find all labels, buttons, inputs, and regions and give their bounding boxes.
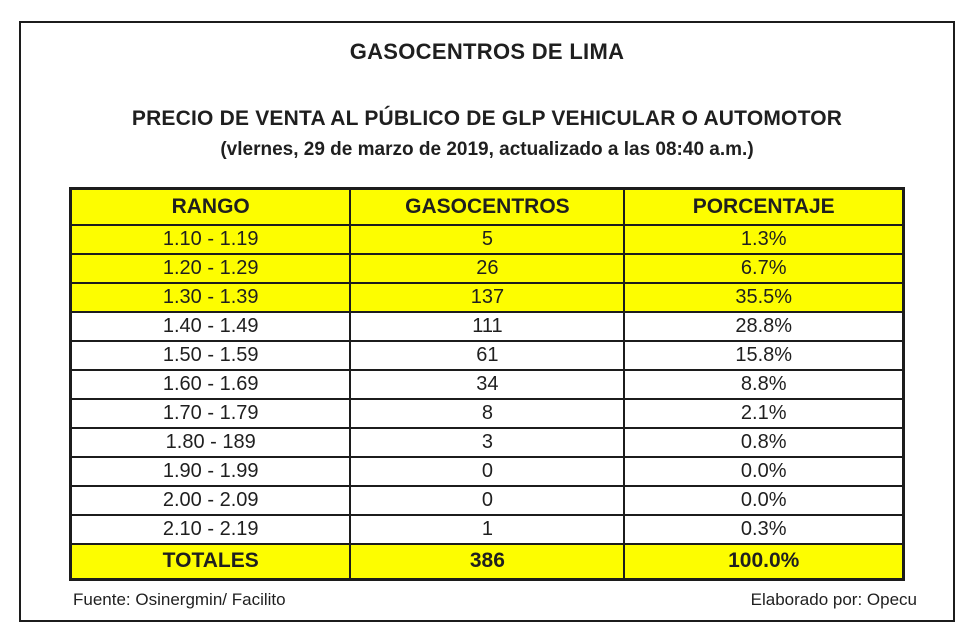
- page-title: GASOCENTROS DE LIMA: [349, 39, 625, 64]
- cell-rango: 1.40 - 1.49: [69, 310, 352, 342]
- cell-porcentaje: 0.0%: [623, 455, 905, 487]
- table-row: 1.70 - 1.79 8 2.1%: [69, 397, 905, 429]
- cell-porcentaje: 0.0%: [623, 484, 905, 516]
- table-row: 1.40 - 1.49 111 28.8%: [69, 310, 905, 342]
- cell-rango: 1.30 - 1.39: [69, 281, 352, 313]
- totals-cell-porcentaje: 100.0%: [623, 542, 905, 581]
- cell-porcentaje: 35.5%: [623, 281, 905, 313]
- cell-porcentaje: 6.7%: [623, 252, 905, 284]
- cell-gasocentros: 1: [349, 513, 626, 545]
- cell-rango: 1.60 - 1.69: [69, 368, 352, 400]
- cell-rango: 2.00 - 2.09: [69, 484, 352, 516]
- cell-gasocentros: 3: [349, 426, 626, 458]
- cell-porcentaje: 0.3%: [623, 513, 905, 545]
- cell-gasocentros: 61: [349, 339, 626, 371]
- header-cell-porcentaje: PORCENTAJE: [623, 187, 905, 226]
- cell-rango: 2.10 - 2.19: [69, 513, 352, 545]
- cell-rango: 1.90 - 1.99: [69, 455, 352, 487]
- cell-porcentaje: 15.8%: [623, 339, 905, 371]
- cell-gasocentros: 26: [349, 252, 626, 284]
- table-header-row: RANGO GASOCENTROS PORCENTAJE: [69, 187, 905, 226]
- table-row: 1.10 - 1.19 5 1.3%: [69, 223, 905, 255]
- table-row: 1.60 - 1.69 34 8.8%: [69, 368, 905, 400]
- table-row: 2.10 - 2.19 1 0.3%: [69, 513, 905, 545]
- header-cell-rango: RANGO: [69, 187, 352, 226]
- table-row: 1.20 - 1.29 26 6.7%: [69, 252, 905, 284]
- cell-gasocentros: 34: [349, 368, 626, 400]
- cell-porcentaje: 28.8%: [623, 310, 905, 342]
- cell-rango: 1.50 - 1.59: [69, 339, 352, 371]
- cell-gasocentros: 5: [349, 223, 626, 255]
- page-subtitle: PRECIO DE VENTA AL PÚBLICO DE GLP VEHICU…: [131, 107, 843, 130]
- cell-rango: 1.10 - 1.19: [69, 223, 352, 255]
- table-body: 1.10 - 1.19 5 1.3% 1.20 - 1.29 26 6.7% 1.30 - …: [69, 223, 905, 545]
- cell-rango: 1.20 - 1.29: [69, 252, 352, 284]
- table-row: 2.00 - 2.09 0 0.0%: [69, 484, 905, 516]
- totals-row: TOTALES 386 100.0%: [69, 542, 905, 581]
- table-row: 1.50 - 1.59 61 15.8%: [69, 339, 905, 371]
- cell-gasocentros: 0: [349, 455, 626, 487]
- cell-rango: 1.70 - 1.79: [69, 397, 352, 429]
- cell-gasocentros: 8: [349, 397, 626, 429]
- cell-porcentaje: 0.8%: [623, 426, 905, 458]
- footer-credit: Elaborado por: Opecu: [750, 590, 917, 609]
- cell-rango: 1.80 - 189: [69, 426, 352, 458]
- header-cell-gasocentros: GASOCENTROS: [349, 187, 626, 226]
- page-dateline: (vlernes, 29 de marzo de 2019, actualiza…: [220, 139, 754, 160]
- document-frame: GASOCENTROS DE LIMA PRECIO DE VENTA AL P…: [19, 21, 955, 622]
- cell-porcentaje: 2.1%: [623, 397, 905, 429]
- cell-gasocentros: 0: [349, 484, 626, 516]
- cell-porcentaje: 1.3%: [623, 223, 905, 255]
- price-table: RANGO GASOCENTROS PORCENTAJE 1.10 - 1.19…: [69, 187, 905, 581]
- totals-cell-rango: TOTALES: [69, 542, 352, 581]
- footer-source: Fuente: Osinergmin/ Facilito: [73, 590, 286, 609]
- totals-cell-gasocentros: 386: [349, 542, 626, 581]
- table-row: 1.30 - 1.39 137 35.5%: [69, 281, 905, 313]
- cell-gasocentros: 111: [349, 310, 626, 342]
- footer: Fuente: Osinergmin/ Facilito Elaborado p…: [73, 590, 917, 610]
- table-row: 1.80 - 189 3 0.8%: [69, 426, 905, 458]
- cell-porcentaje: 8.8%: [623, 368, 905, 400]
- table-row: 1.90 - 1.99 0 0.0%: [69, 455, 905, 487]
- cell-gasocentros: 137: [349, 281, 626, 313]
